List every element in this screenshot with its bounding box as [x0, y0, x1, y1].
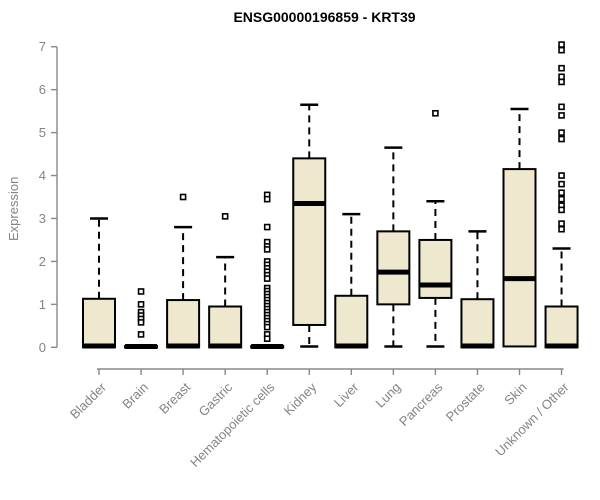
- outlier-brain: [137, 331, 145, 338]
- box-kidney: [292, 157, 327, 326]
- outlier-unknown-other: [558, 225, 565, 233]
- box-pancreas: [418, 238, 453, 299]
- y-tick-label: 1: [39, 297, 46, 312]
- outlier-unknown-other: [558, 206, 565, 214]
- outlier-unknown-other: [558, 195, 565, 203]
- outlier-unknown-other: [558, 46, 565, 54]
- box-breast: [166, 299, 201, 349]
- x-tick-label-kidney: Kidney: [281, 379, 320, 418]
- y-tick-label: 2: [39, 254, 46, 269]
- box-bladder: [82, 297, 116, 349]
- box-skin: [502, 168, 537, 348]
- y-tick-label: 7: [39, 39, 46, 54]
- box-lung: [376, 230, 411, 306]
- box-gastric: [208, 305, 243, 349]
- x-tick-label-pancreas: Pancreas: [396, 379, 446, 429]
- y-tick-label: 4: [39, 168, 46, 183]
- x-tick-label-unknown-other: Unknown / Other: [492, 379, 572, 459]
- x-tick-label-brain: Brain: [119, 380, 151, 412]
- outlier-unknown-other: [558, 41, 565, 48]
- outlier-hematopoietic-cells: [263, 246, 271, 253]
- outlier-gastric: [221, 213, 229, 220]
- outlier-unknown-other: [558, 64, 565, 72]
- outlier-brain: [137, 301, 145, 308]
- outlier-hematopoietic-cells: [263, 275, 271, 282]
- y-tick-label: 5: [39, 125, 46, 140]
- outlier-unknown-other: [558, 180, 565, 188]
- outlier-unknown-other: [558, 112, 565, 119]
- box-prostate: [460, 298, 495, 349]
- outlier-hematopoietic-cells: [263, 323, 271, 331]
- x-tick-label-lung: Lung: [372, 380, 403, 411]
- outlier-unknown-other: [558, 189, 565, 197]
- outlier-brain: [137, 319, 145, 326]
- box-unknown-other: [544, 305, 579, 349]
- outlier-unknown-other: [558, 78, 565, 86]
- outlier-unknown-other: [558, 172, 565, 179]
- y-tick-label: 6: [39, 82, 46, 97]
- outlier-unknown-other: [558, 103, 565, 111]
- outlier-unknown-other: [558, 135, 565, 143]
- x-tick-label-prostate: Prostate: [443, 380, 488, 425]
- y-tick-label: 3: [39, 211, 46, 226]
- outlier-unknown-other: [558, 73, 565, 81]
- outlier-unknown-other: [558, 129, 565, 136]
- outlier-brain: [137, 288, 145, 295]
- outlier-breast: [179, 193, 187, 201]
- outlier-hematopoietic-cells: [263, 335, 271, 343]
- x-tick-label-gastric: Gastric: [196, 379, 236, 419]
- x-tick-label-bladder: Bladder: [67, 379, 110, 422]
- outlier-pancreas: [432, 109, 439, 117]
- outlier-hematopoietic-cells: [263, 223, 271, 231]
- x-tick-label-liver: Liver: [331, 379, 362, 410]
- outlier-hematopoietic-cells: [263, 195, 271, 203]
- x-tick-label-breast: Breast: [156, 379, 193, 416]
- outlier-unknown-other: [558, 220, 565, 227]
- chart-title: ENSG00000196859 - KRT39: [233, 9, 416, 25]
- y-tick-label: 0: [39, 340, 46, 355]
- x-tick-label-skin: Skin: [501, 380, 529, 408]
- box-liver: [334, 294, 369, 349]
